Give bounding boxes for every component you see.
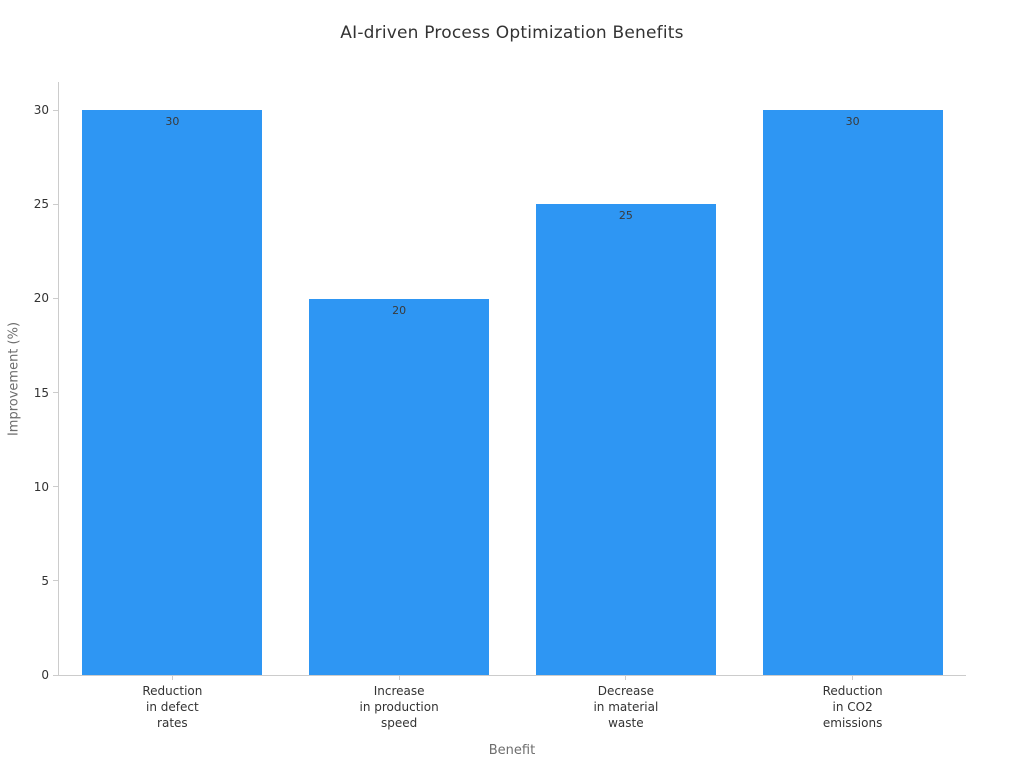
y-axis-tick-label: 5 xyxy=(41,573,49,588)
x-axis-tick-label: Increase in production speed xyxy=(359,684,439,730)
y-axis-tick-label: 10 xyxy=(33,479,49,494)
bar-value-label: 30 xyxy=(845,115,860,129)
y-axis-tick xyxy=(53,109,58,111)
bar: 30 xyxy=(762,110,943,675)
y-axis-tick-label: 25 xyxy=(33,197,49,212)
y-axis-tick-label: 20 xyxy=(33,291,49,306)
x-axis-tick xyxy=(852,676,854,680)
y-axis-tick xyxy=(53,580,58,582)
y-axis-tick-label: 30 xyxy=(33,103,49,118)
bar-value-label: 25 xyxy=(618,209,633,223)
x-axis-tick-label: Decrease in material waste xyxy=(593,684,659,730)
y-axis-tick-label: 0 xyxy=(41,668,49,682)
x-axis-title: Benefit xyxy=(488,743,536,758)
x-axis-tick xyxy=(398,676,400,680)
bar-value-label: 30 xyxy=(165,115,180,129)
x-axis-tick xyxy=(171,676,173,680)
y-axis-tick xyxy=(53,203,58,205)
bar: 25 xyxy=(535,204,716,675)
y-axis-title: Improvement (%) xyxy=(6,321,22,437)
plot-area: 0 5 10 15 20 25 30 30 Reduction in defect rates 2… xyxy=(34,82,966,730)
x-axis-tick xyxy=(625,676,627,680)
chart-title: AI-driven Process Optimization Benefits xyxy=(340,23,684,43)
y-axis-tick xyxy=(53,674,58,676)
x-axis-tick-label: Reduction in defect rates xyxy=(142,684,203,730)
bar: 20 xyxy=(309,298,490,675)
x-axis-tick-label: Reduction in CO2 emissions xyxy=(822,684,883,730)
bar-value-label: 20 xyxy=(392,303,407,317)
y-axis-tick xyxy=(53,297,58,299)
bar: 30 xyxy=(82,110,263,675)
y-axis-tick-label: 15 xyxy=(33,385,49,400)
y-axis-tick xyxy=(53,392,58,394)
y-axis-tick xyxy=(53,486,58,488)
